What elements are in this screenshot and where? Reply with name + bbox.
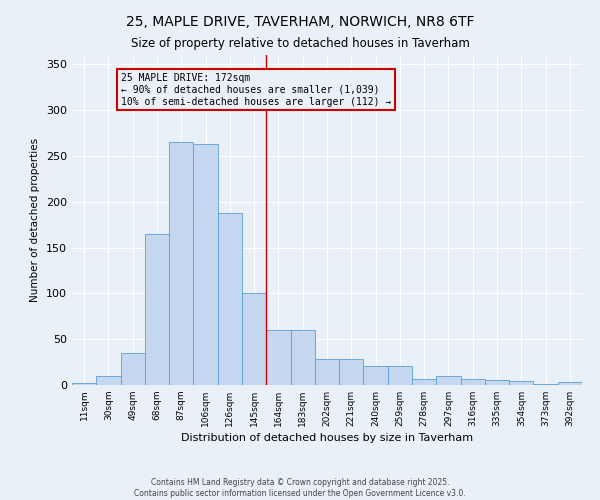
Bar [242, 294, 266, 385]
Bar [388, 366, 412, 385]
Bar [193, 144, 218, 385]
X-axis label: Distribution of detached houses by size in Taverham: Distribution of detached houses by size … [181, 433, 473, 443]
Bar [436, 376, 461, 385]
Text: Size of property relative to detached houses in Taverham: Size of property relative to detached ho… [131, 38, 469, 51]
Y-axis label: Number of detached properties: Number of detached properties [31, 138, 40, 302]
Bar [558, 382, 582, 385]
Bar [121, 353, 145, 385]
Bar [96, 376, 121, 385]
Text: Contains HM Land Registry data © Crown copyright and database right 2025.
Contai: Contains HM Land Registry data © Crown c… [134, 478, 466, 498]
Bar [533, 384, 558, 385]
Bar [266, 330, 290, 385]
Bar [315, 360, 339, 385]
Bar [169, 142, 193, 385]
Bar [218, 212, 242, 385]
Bar [290, 330, 315, 385]
Bar [509, 382, 533, 385]
Bar [485, 380, 509, 385]
Bar [364, 366, 388, 385]
Text: 25 MAPLE DRIVE: 172sqm
← 90% of detached houses are smaller (1,039)
10% of semi-: 25 MAPLE DRIVE: 172sqm ← 90% of detached… [121, 74, 391, 106]
Bar [412, 378, 436, 385]
Bar [72, 383, 96, 385]
Bar [145, 234, 169, 385]
Text: 25, MAPLE DRIVE, TAVERHAM, NORWICH, NR8 6TF: 25, MAPLE DRIVE, TAVERHAM, NORWICH, NR8 … [126, 15, 474, 29]
Bar [461, 378, 485, 385]
Bar [339, 360, 364, 385]
